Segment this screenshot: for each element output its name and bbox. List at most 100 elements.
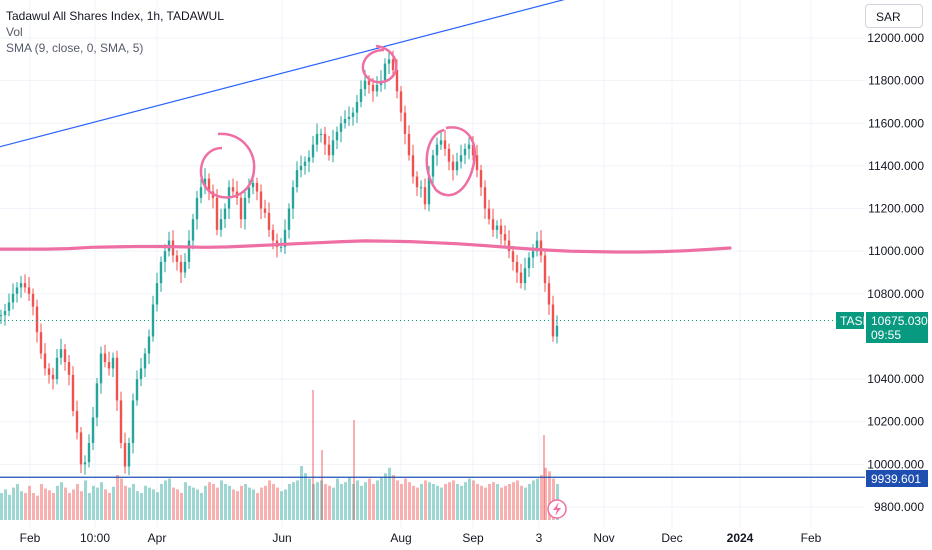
price-bar xyxy=(79,432,83,465)
currency-selector[interactable]: SAR xyxy=(865,4,923,28)
price-bar xyxy=(535,240,539,252)
price-tick-label: 10800.000 xyxy=(867,287,924,301)
price-bar xyxy=(483,187,487,209)
price-bar xyxy=(295,170,299,188)
volume-bar xyxy=(540,475,543,520)
volume-bar xyxy=(200,493,203,520)
volume-bar xyxy=(372,484,375,520)
price-bar xyxy=(191,219,195,241)
volume-bar xyxy=(164,480,167,520)
volume-bar xyxy=(148,487,151,520)
price-bar xyxy=(315,133,319,145)
time-tick-label: Sep xyxy=(462,531,484,545)
price-bar xyxy=(455,161,459,171)
volume-bar xyxy=(208,482,211,520)
support-price-value: 9939.601 xyxy=(871,472,921,486)
volume-bar xyxy=(152,489,155,520)
volume-bar xyxy=(384,473,387,520)
volume-bar xyxy=(140,493,143,520)
price-bar xyxy=(355,101,359,113)
volume-bar xyxy=(272,484,275,520)
price-bar xyxy=(7,302,11,311)
drawn-circle-top xyxy=(361,44,398,84)
price-bar xyxy=(279,246,283,248)
price-bar xyxy=(403,112,407,134)
price-bar xyxy=(139,368,143,380)
volume-bar xyxy=(188,485,191,520)
legend-volume: Vol xyxy=(6,25,23,39)
price-bar xyxy=(179,261,183,273)
volume-bar xyxy=(116,475,119,520)
volume-bar xyxy=(536,478,539,520)
price-axis[interactable]: 12000.000 11800.000 11600.000 11400.000 1120… xyxy=(867,31,924,514)
volume-bar xyxy=(500,487,503,520)
volume-bar xyxy=(220,480,223,520)
price-bar xyxy=(159,261,163,284)
volume-bar xyxy=(16,484,19,520)
price-bar xyxy=(35,306,39,333)
last-price-badge: TASI 10675.030 09:55 xyxy=(836,312,928,343)
volume-bar xyxy=(276,487,279,520)
volume-bar xyxy=(312,390,314,520)
support-badge: 9939.601 xyxy=(866,470,928,487)
price-bar xyxy=(327,144,331,156)
price-tick-label: 11800.000 xyxy=(868,74,924,88)
volume-bar xyxy=(488,484,491,520)
price-bar xyxy=(299,165,303,171)
price-bar xyxy=(447,148,451,162)
volume-bar xyxy=(288,484,291,520)
price-bar xyxy=(147,336,151,354)
price-bar xyxy=(391,59,395,70)
volume-bar xyxy=(12,487,15,520)
volume-bar xyxy=(64,487,67,520)
volume-bar xyxy=(168,478,171,520)
volume-bar xyxy=(68,493,71,520)
volume-bar xyxy=(544,467,547,520)
drawn-curve[interactable] xyxy=(0,239,732,254)
drawn-circles[interactable] xyxy=(199,44,477,199)
time-tick-label: 10:00 xyxy=(80,531,110,545)
price-bar xyxy=(39,332,43,354)
price-bar xyxy=(331,140,335,156)
volume-bar xyxy=(360,485,363,520)
legend-sma: SMA (9, close, 0, SMA, 5) xyxy=(6,41,144,55)
price-bar xyxy=(463,148,467,156)
price-bar xyxy=(143,353,147,369)
price-bar xyxy=(387,59,391,64)
volume-bar xyxy=(324,484,327,520)
volume-bar xyxy=(364,482,367,520)
price-tick-label: 11000.000 xyxy=(868,244,924,258)
price-bar xyxy=(103,353,107,363)
volume-bar xyxy=(524,487,527,520)
volume-bar xyxy=(236,491,239,520)
volume-bar xyxy=(408,482,411,520)
price-bar xyxy=(399,91,403,113)
price-bar xyxy=(371,84,375,92)
volume-bar xyxy=(348,476,351,520)
time-tick-label: Nov xyxy=(593,531,614,545)
price-bar xyxy=(27,287,31,294)
volume-bar xyxy=(244,484,247,520)
price-bar xyxy=(115,357,119,401)
price-bar xyxy=(367,80,371,85)
lightning-icon[interactable] xyxy=(547,499,567,519)
price-bar xyxy=(15,287,19,294)
trend-line[interactable] xyxy=(0,0,662,148)
volume-bar xyxy=(448,482,451,520)
price-bar xyxy=(131,400,135,444)
volume-bar xyxy=(160,484,163,520)
price-bar xyxy=(491,219,495,230)
volume-bar xyxy=(32,493,35,520)
time-axis[interactable]: Feb 10:00 Apr Jun Aug Sep 3 Nov Dec 2024 Feb xyxy=(20,531,822,545)
price-bar xyxy=(0,315,3,317)
volume-bar xyxy=(320,480,323,520)
price-bar xyxy=(339,123,343,132)
volume-bar xyxy=(352,484,355,520)
chart-legend: Tadawul All Shares Index, 1h, TADAWUL Vo… xyxy=(6,8,224,56)
price-bar xyxy=(431,155,435,177)
volume-bar xyxy=(496,484,499,520)
volume-bar xyxy=(452,480,455,520)
volume-bar xyxy=(20,491,23,520)
price-bar xyxy=(439,140,443,145)
